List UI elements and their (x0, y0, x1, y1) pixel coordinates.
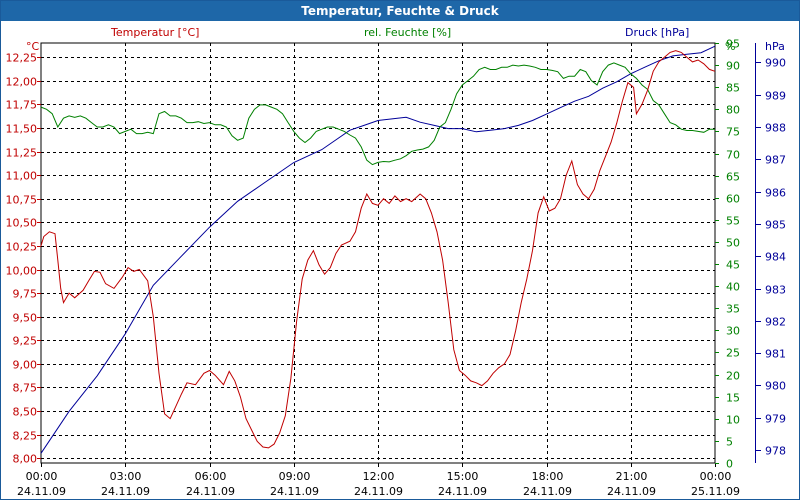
humidity-tick-label: 35 (726, 303, 740, 316)
x-tick-date: 24.11.09 (186, 485, 235, 498)
pressure-tick-label: 983 (765, 284, 786, 297)
pressure-tick-label: 979 (765, 413, 786, 426)
humidity-tick-label: 90 (726, 60, 740, 73)
pressure-tick-labels: 978 979 980 981 982 983 984 985 986 987 988 989 990 (765, 57, 786, 458)
temperature-tick-label: 11,50 (6, 123, 38, 136)
pressure-tick-label: 989 (765, 90, 786, 103)
temperature-tick-label: 8,25 (13, 430, 38, 443)
temperature-tick-label: 9,75 (13, 288, 38, 301)
humidity-tick-label: 80 (726, 104, 740, 117)
temperature-series-line (40, 50, 716, 449)
humidity-tick-label: 45 (726, 259, 740, 272)
temperature-tick-label: 8,50 (13, 406, 38, 419)
pressure-axis-label: Druck [hPa] (625, 26, 689, 39)
temperature-tick-label: 12,25 (6, 52, 38, 65)
humidity-tick-label: 85 (726, 82, 740, 95)
pressure-series-line (40, 45, 716, 454)
temperature-tick-label: 10,50 (6, 217, 38, 230)
x-tick-date: 24.11.09 (523, 485, 572, 498)
pressure-tick-label: 980 (765, 380, 786, 393)
temperature-unit-label: °C (26, 40, 40, 53)
x-tick-date: 24.11.09 (270, 485, 319, 498)
x-tick-date: 24.11.09 (101, 485, 150, 498)
x-tick-time: 21:00 (616, 470, 648, 483)
temperature-tick-label: 9,00 (13, 359, 38, 372)
pressure-unit-label: hPa (765, 40, 785, 53)
humidity-tick-label: 15 (726, 392, 740, 405)
x-tick-date: 24.11.09 (438, 485, 487, 498)
temperature-tick-label: 11,25 (6, 147, 38, 160)
temperature-tick-label: 12,00 (6, 76, 38, 89)
x-tick-time: 00:00 (700, 470, 732, 483)
x-tick-time: 03:00 (110, 470, 142, 483)
pressure-tick-label: 990 (765, 57, 786, 70)
x-tick-time: 12:00 (363, 470, 395, 483)
humidity-tick-label: 70 (726, 149, 740, 162)
x-tick-time: 06:00 (195, 470, 227, 483)
x-tick-date: 24.11.09 (607, 485, 656, 498)
pressure-tick-label: 987 (765, 154, 786, 167)
x-tick-date: 24.11.09 (354, 485, 403, 498)
series-layer (40, 45, 716, 454)
humidity-tick-label: 55 (726, 215, 740, 228)
temperature-tick-label: 11,75 (6, 99, 38, 112)
humidity-tick-label: 75 (726, 126, 740, 139)
humidity-tick-labels: 0 5 10 15 20 25 30 35 40 45 50 55 60 65 70 75 80 85 90 95 (726, 38, 740, 471)
humidity-tick-label: 40 (726, 281, 740, 294)
grid (41, 43, 715, 463)
temperature-tick-label: 8,75 (13, 382, 38, 395)
temperature-tick-label: 10,75 (6, 194, 38, 207)
humidity-tick-label: 95 (726, 38, 740, 51)
window-title: Temperatur, Feuchte & Druck (1, 1, 799, 21)
humidity-tick-label: 50 (726, 237, 740, 250)
tick-marks (37, 43, 761, 467)
x-tick-time: 18:00 (532, 470, 564, 483)
humidity-tick-label: 60 (726, 193, 740, 206)
temperature-tick-label: 9,25 (13, 335, 38, 348)
humidity-tick-label: 10 (726, 414, 740, 427)
pressure-tick-label: 985 (765, 219, 786, 232)
pressure-tick-label: 978 (765, 445, 786, 458)
temperature-tick-label: 10,00 (6, 265, 38, 278)
temperature-axis-label: Temperatur [°C] (110, 26, 199, 39)
humidity-axis-label: rel. Feuchte [%] (364, 26, 451, 39)
x-tick-date: 24.11.09 (17, 485, 66, 498)
temperature-tick-label: 8,00 (13, 453, 38, 466)
pressure-tick-label: 986 (765, 187, 786, 200)
humidity-tick-label: 25 (726, 347, 740, 360)
humidity-tick-label: 65 (726, 171, 740, 184)
x-tick-time: 00:00 (26, 470, 58, 483)
humidity-series-line (40, 62, 715, 166)
temperature-tick-label: 10,25 (6, 241, 38, 254)
temperature-tick-label: 9,50 (13, 312, 38, 325)
pressure-tick-label: 984 (765, 251, 786, 264)
x-tick-labels: 00:00 24.11.09 03:00 24.11.09 06:00 24.11.09 0… (17, 470, 740, 498)
chart-canvas: Temperatur [°C] rel. Feuchte [%] Druck [… (6, 26, 787, 498)
pressure-tick-label: 982 (765, 316, 786, 329)
x-tick-time: 09:00 (279, 470, 311, 483)
temperature-tick-label: 11,00 (6, 170, 38, 183)
humidity-tick-label: 30 (726, 325, 740, 338)
pressure-tick-label: 988 (765, 122, 786, 135)
humidity-tick-label: 20 (726, 370, 740, 383)
humidity-unit-label: % (725, 40, 735, 53)
temperature-tick-labels: 8,00 8,25 8,50 8,75 9,00 9,25 9,50 9,75 10,00 10,… (6, 52, 38, 466)
x-tick-time: 15:00 (447, 470, 479, 483)
pressure-tick-label: 981 (765, 348, 786, 361)
x-tick-date: 25.11.09 (691, 485, 740, 498)
humidity-tick-label: 5 (726, 436, 733, 449)
humidity-tick-label: 0 (726, 458, 733, 471)
